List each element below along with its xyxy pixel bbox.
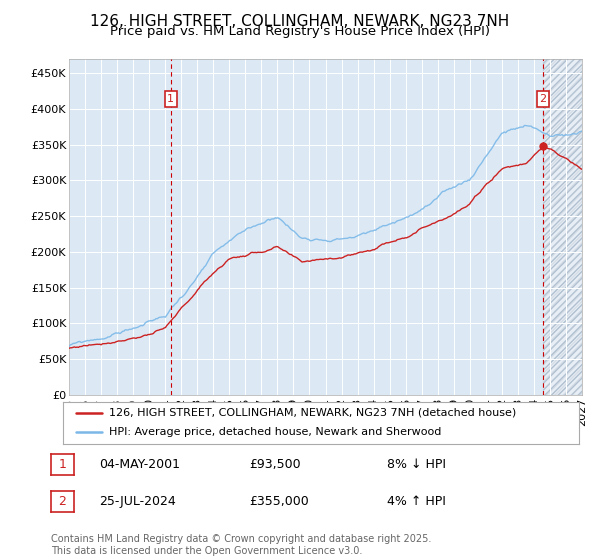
Text: 4% ↑ HPI: 4% ↑ HPI bbox=[387, 494, 446, 508]
Text: 8% ↓ HPI: 8% ↓ HPI bbox=[387, 458, 446, 472]
Text: £355,000: £355,000 bbox=[249, 494, 309, 508]
Text: HPI: Average price, detached house, Newark and Sherwood: HPI: Average price, detached house, Newa… bbox=[109, 427, 442, 437]
Text: Price paid vs. HM Land Registry's House Price Index (HPI): Price paid vs. HM Land Registry's House … bbox=[110, 25, 490, 38]
Text: 2: 2 bbox=[539, 94, 547, 104]
Bar bbox=[543, 59, 582, 395]
Text: 04-MAY-2001: 04-MAY-2001 bbox=[99, 458, 180, 472]
Text: 126, HIGH STREET, COLLINGHAM, NEWARK, NG23 7NH: 126, HIGH STREET, COLLINGHAM, NEWARK, NG… bbox=[91, 14, 509, 29]
Text: 126, HIGH STREET, COLLINGHAM, NEWARK, NG23 7NH (detached house): 126, HIGH STREET, COLLINGHAM, NEWARK, NG… bbox=[109, 408, 517, 418]
Bar bbox=[543, 59, 582, 395]
Text: 1: 1 bbox=[58, 458, 67, 472]
Text: 2: 2 bbox=[58, 494, 67, 508]
Text: 1: 1 bbox=[167, 94, 174, 104]
Text: £93,500: £93,500 bbox=[249, 458, 301, 472]
Text: Contains HM Land Registry data © Crown copyright and database right 2025.
This d: Contains HM Land Registry data © Crown c… bbox=[51, 534, 431, 556]
Text: 25-JUL-2024: 25-JUL-2024 bbox=[99, 494, 176, 508]
